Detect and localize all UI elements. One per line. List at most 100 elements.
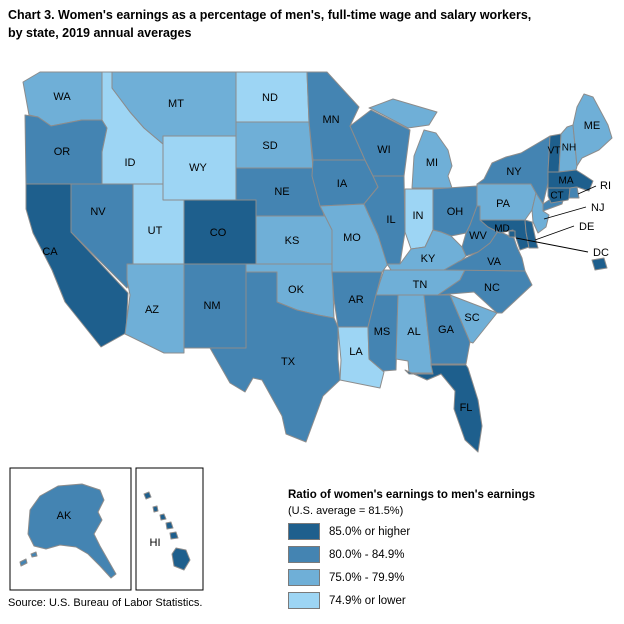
state-label-NE: NE	[274, 186, 289, 198]
legend-item-label: 80.0% - 84.9%	[329, 548, 405, 561]
legend-swatch	[288, 569, 320, 586]
state-HI	[169, 531, 179, 540]
state-HI	[152, 505, 159, 513]
state-label-SC: SC	[464, 312, 479, 324]
state-label-DC: DC	[593, 247, 609, 259]
state-MI	[368, 98, 438, 129]
state-FL	[404, 364, 483, 453]
state-label-RI: RI	[600, 180, 611, 192]
state-HI	[171, 547, 191, 571]
state-label-ME: ME	[584, 120, 601, 132]
state-AK	[19, 558, 28, 567]
state-label-NV: NV	[90, 206, 106, 218]
state-label-WA: WA	[53, 91, 71, 103]
legend-item-label: 85.0% or higher	[329, 525, 411, 538]
legend-swatch	[288, 523, 320, 540]
state-label-KY: KY	[421, 253, 436, 265]
state-label-VA: VA	[487, 256, 502, 268]
chart-title: Chart 3. Women's earnings as a percentag…	[8, 6, 612, 42]
state-label-NY: NY	[506, 166, 522, 178]
state-label-VT: VT	[548, 146, 561, 157]
state-label-KS: KS	[285, 235, 300, 247]
callout-line-DC	[515, 237, 589, 253]
state-label-CA: CA	[42, 246, 58, 258]
state-label-CT: CT	[550, 191, 563, 202]
state-label-MS: MS	[374, 326, 391, 338]
legend-item-label: 74.9% or lower	[329, 594, 406, 607]
state-label-ND: ND	[262, 92, 278, 104]
state-label-AR: AR	[348, 294, 363, 306]
state-label-UT: UT	[148, 225, 163, 237]
state-label-MI: MI	[426, 157, 438, 169]
legend-items: 85.0% or higher 80.0% - 84.9% 75.0% - 79.9…	[288, 523, 618, 609]
chart-title-line2: by state, 2019 annual averages	[8, 26, 192, 41]
callout-line-DE	[534, 225, 575, 241]
chart-title-line1: Chart 3. Women's earnings as a percentag…	[8, 8, 532, 22]
legend-item-label: 75.0% - 79.9%	[329, 571, 405, 584]
state-AK	[27, 483, 117, 579]
state-HI	[143, 491, 152, 500]
state-label-FL: FL	[460, 402, 473, 414]
state-label-AZ: AZ	[145, 304, 159, 316]
state-VA	[443, 230, 526, 272]
state-AK	[30, 551, 38, 558]
callout-line-NJ	[543, 206, 587, 220]
legend-swatch	[288, 546, 320, 563]
legend: Ratio of women's earnings to men's earni…	[288, 489, 618, 615]
source-text: Source: U.S. Bureau of Labor Statistics.	[8, 597, 203, 609]
state-label-GA: GA	[438, 324, 455, 336]
state-SC	[449, 294, 498, 344]
legend-item: 85.0% or higher	[288, 523, 618, 540]
state-label-MO: MO	[343, 232, 361, 244]
state-label-MA: MA	[559, 176, 574, 187]
state-label-WI: WI	[377, 144, 390, 156]
legend-item: 80.0% - 84.9%	[288, 546, 618, 563]
state-label-NM: NM	[203, 300, 220, 312]
state-RI	[568, 186, 580, 199]
state-label-AL: AL	[407, 326, 420, 338]
state-label-OK: OK	[288, 284, 305, 296]
state-HI	[165, 521, 174, 530]
legend-item: 75.0% - 79.9%	[288, 569, 618, 586]
state-DC	[508, 230, 516, 238]
state-label-LA: LA	[349, 346, 363, 358]
state-MI	[411, 129, 453, 189]
legend-swatch	[288, 592, 320, 609]
state-label-MT: MT	[168, 98, 184, 110]
state-DC	[591, 257, 608, 271]
state-label-CO: CO	[210, 227, 227, 239]
state-label-MD: MD	[494, 224, 510, 235]
legend-title: Ratio of women's earnings to men's earni…	[288, 489, 536, 501]
state-label-IL: IL	[386, 214, 395, 226]
state-label-NJ: NJ	[591, 202, 604, 214]
state-label-TN: TN	[413, 279, 428, 291]
state-label-SD: SD	[262, 140, 277, 152]
state-label-OH: OH	[447, 206, 464, 218]
legend-item: 74.9% or lower	[288, 592, 618, 609]
state-label-IA: IA	[337, 178, 348, 190]
state-label-WV: WV	[469, 230, 487, 242]
callout-line-RI	[577, 185, 597, 195]
state-ME	[572, 93, 613, 167]
state-NC	[437, 269, 533, 314]
state-label-ID: ID	[125, 157, 136, 169]
state-label-HI: HI	[150, 537, 161, 549]
state-label-NC: NC	[484, 282, 500, 294]
state-MA	[547, 169, 594, 192]
state-label-NH: NH	[562, 143, 576, 154]
state-label-DE: DE	[579, 221, 594, 233]
state-label-IN: IN	[413, 210, 424, 222]
state-label-TX: TX	[281, 356, 296, 368]
state-NJ	[531, 192, 550, 234]
state-label-AK: AK	[57, 510, 72, 522]
state-HI	[159, 513, 167, 521]
state-TX	[209, 271, 341, 443]
state-label-WY: WY	[189, 162, 207, 174]
legend-subtitle: (U.S. average = 81.5%)	[288, 505, 404, 517]
state-label-OR: OR	[54, 146, 71, 158]
state-label-MN: MN	[322, 114, 339, 126]
state-DE	[524, 219, 539, 249]
state-label-PA: PA	[496, 198, 511, 210]
